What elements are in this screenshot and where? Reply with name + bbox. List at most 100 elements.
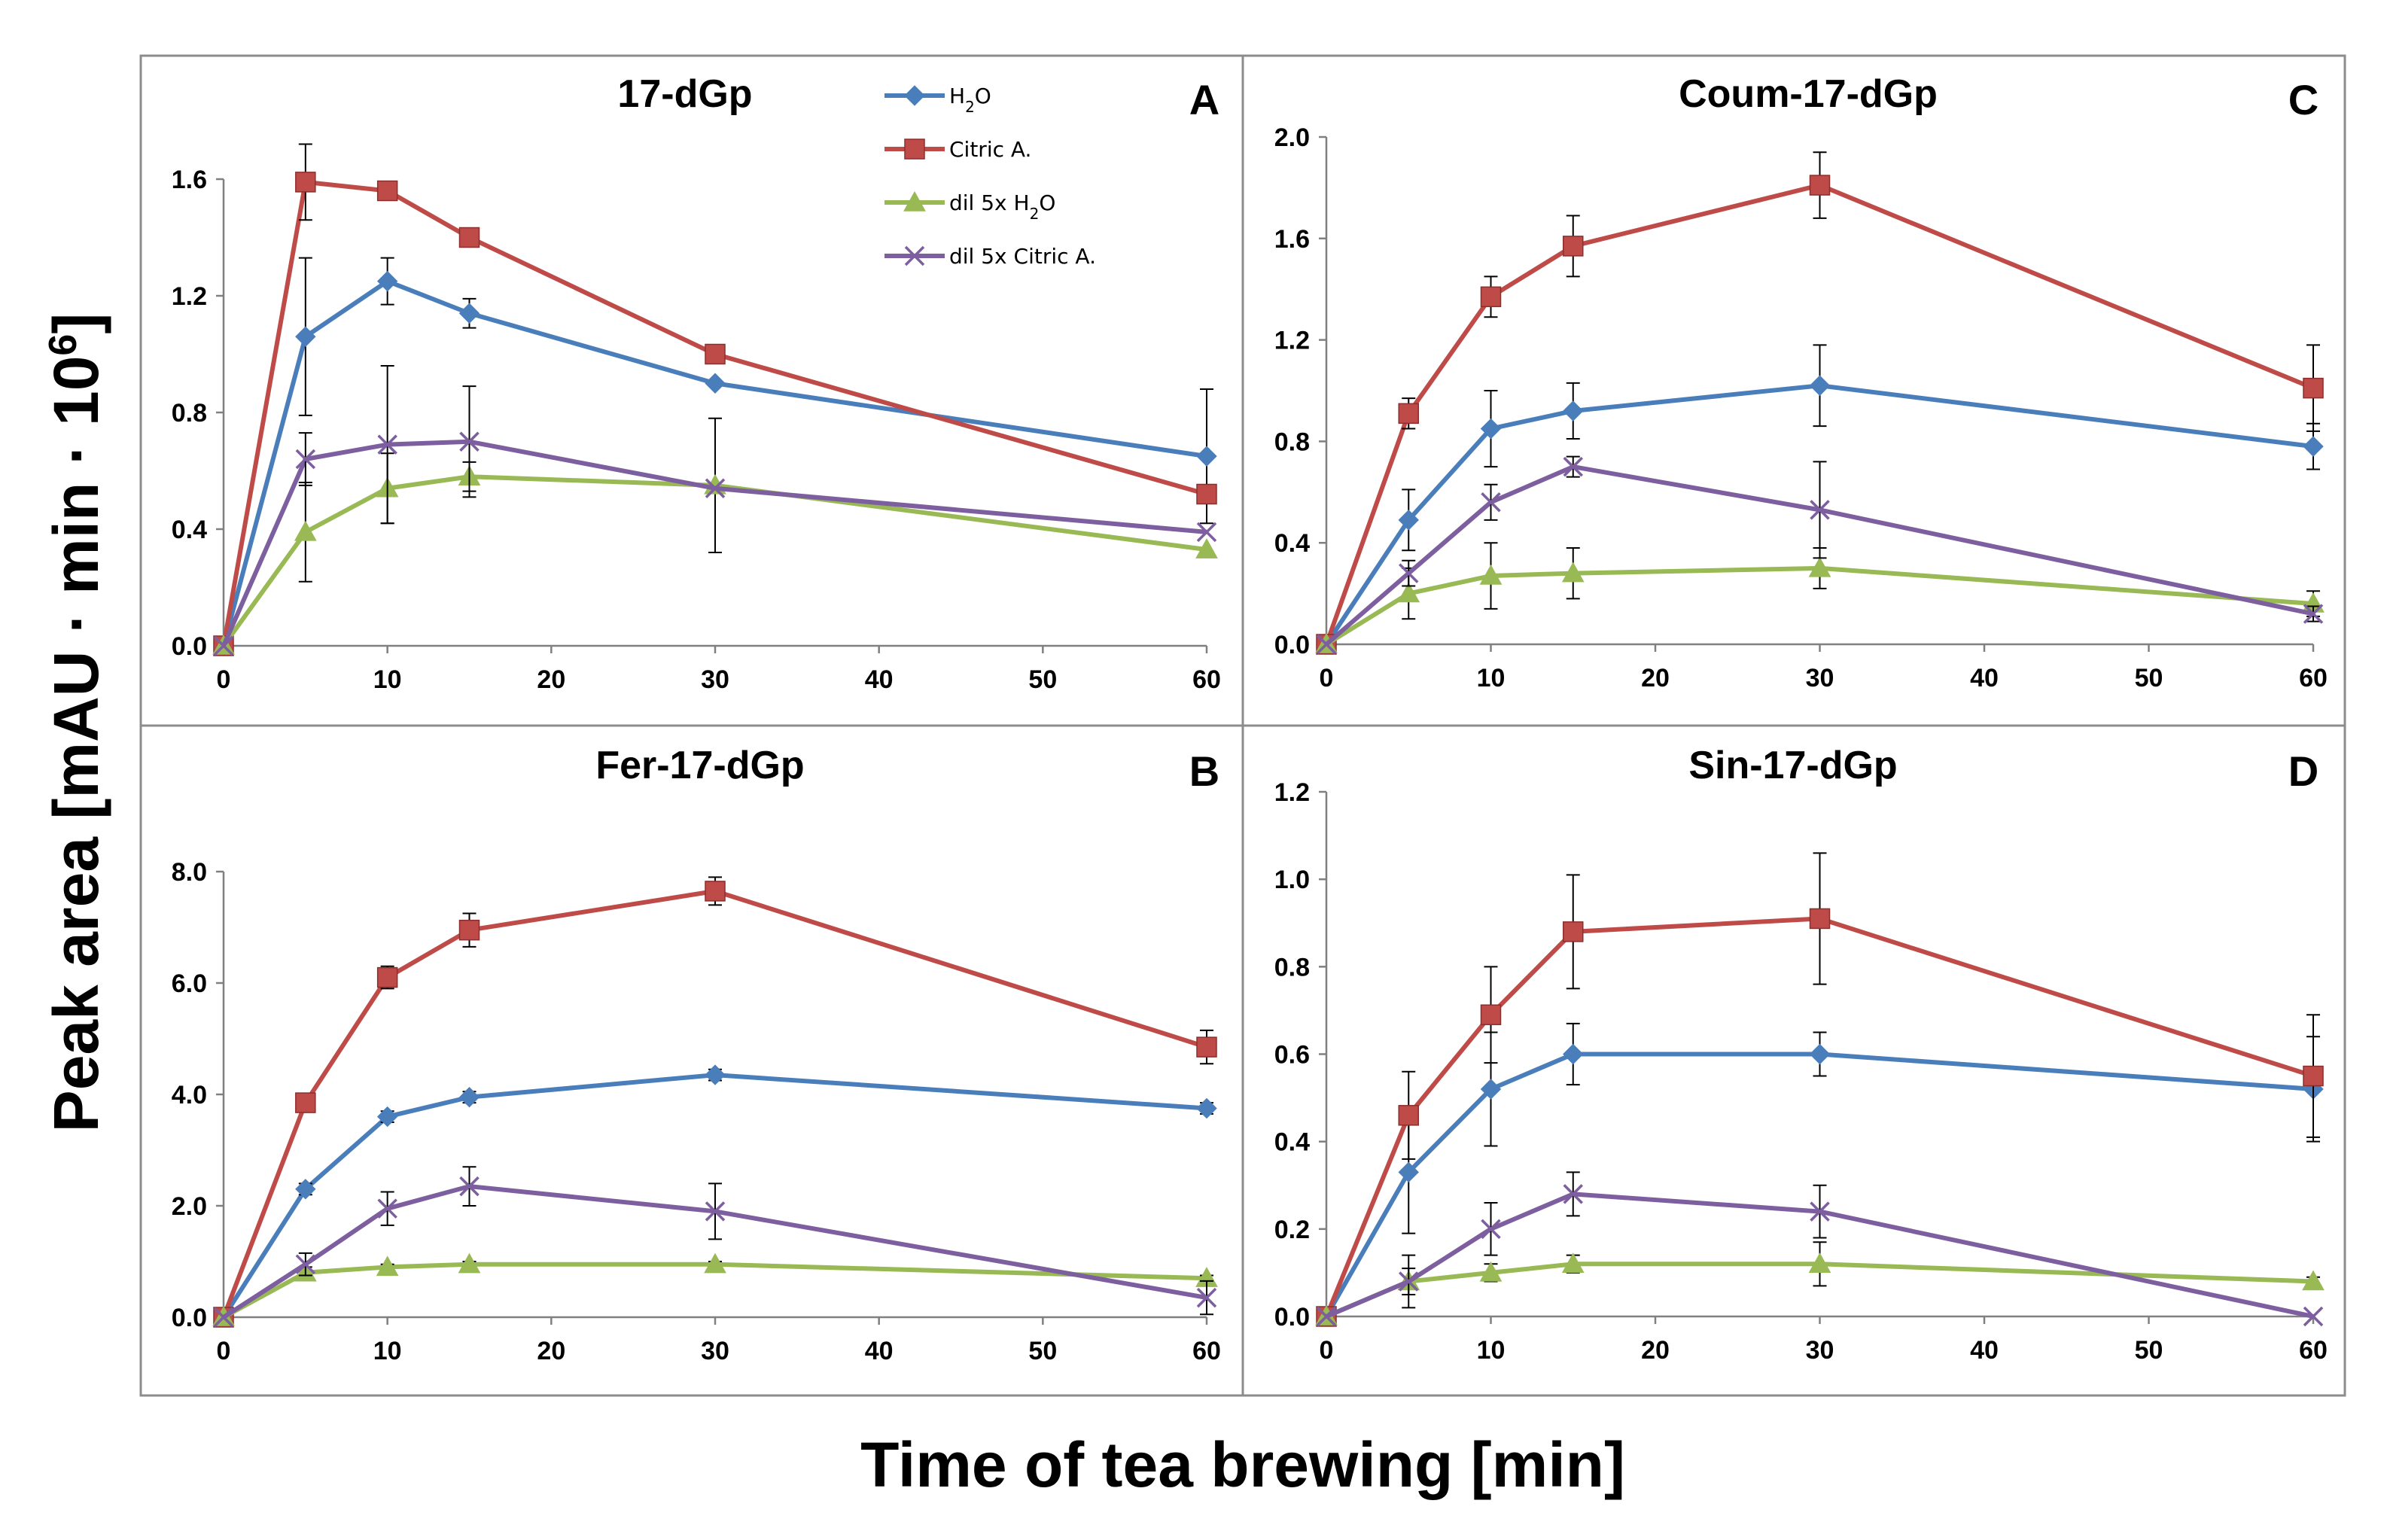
panel-a-x-tick-label: 60 (1192, 665, 1221, 694)
y-axis-title-exponent: 6 (41, 334, 85, 356)
panel-d-series-0-point (1809, 1043, 1831, 1065)
panel-c-series-1-point (1480, 286, 1502, 308)
panel-b-series-3-point (459, 1176, 480, 1197)
panel-b-x-tick-label: 40 (865, 1337, 894, 1365)
panel-b-series-3-point-stroke-b (213, 1307, 234, 1328)
panel-a-x-tick-label: 0 (217, 665, 231, 694)
y-axis-title-close: ] (41, 313, 111, 334)
panel-b-series-2-point (458, 1252, 481, 1274)
panel-a-series-3-point-stroke-b (1196, 522, 1217, 543)
panel-c-series-0-point (1398, 510, 1419, 531)
panel-b-series-3-point-stroke-b (459, 1176, 480, 1197)
panel-a-series-3-point-stroke-b (295, 449, 316, 470)
panel-a-series-0-point (376, 270, 398, 292)
panel-b-series-0-point (295, 1179, 316, 1200)
panel-d-series-1 (1316, 852, 2324, 1327)
panel-c-series-1-line (1324, 183, 2315, 646)
panel-d-series-3-point (1399, 1271, 1419, 1292)
panel-d-y-tick-label: 0.2 (1274, 1216, 1310, 1244)
panel-b-x-tick-label: 60 (1192, 1337, 1221, 1365)
panel-b-series-0-point (458, 1086, 480, 1108)
panel-b-series-3-line (222, 1184, 1207, 1319)
panel-b-series-1-point (458, 919, 480, 941)
legend-marker-icon-stroke-b (904, 245, 925, 266)
panel-b-letter: B (1189, 747, 1219, 795)
panel-b-series-1-line (221, 888, 1207, 1319)
panel-c-y-tick-label: 1.6 (1274, 225, 1310, 254)
panel-b-y-tick-label: 2.0 (172, 1192, 207, 1221)
panel-d-series-3-point-stroke-b (2303, 1306, 2324, 1327)
panel-b-x-tick-label: 0 (217, 1337, 231, 1365)
panel-c-title: Coum-17-dGp (1679, 72, 1938, 116)
panel-c-series-0-point (1563, 400, 1584, 422)
panel-a-y-tick-label: 1.6 (172, 166, 207, 194)
panel-c-series-2-point (1397, 582, 1420, 603)
legend-marker-icon (903, 190, 926, 212)
panel-c-series-2-point (1808, 556, 1831, 577)
panel-c-series-1-point (2303, 377, 2324, 399)
panel-d-y-tick-label: 0.4 (1274, 1128, 1310, 1157)
panel-a-series-3-point (213, 635, 234, 656)
panel-c-series-3-line (1325, 464, 2314, 647)
panel-c-series-3-point-stroke-b (1481, 492, 1501, 513)
panel-d-title: Sin-17-dGp (1688, 744, 1897, 787)
panel-c-series-0-point (1480, 418, 1502, 440)
panel-c-series-0-line (1324, 383, 2314, 646)
panel-c-series-2 (1315, 542, 2325, 653)
panel-b-series-1-point (705, 881, 726, 902)
legend-label-subscript: 2 (965, 98, 975, 116)
panel-d-series-2-point (1561, 1252, 1585, 1273)
legend-label: dil 5x H2O (949, 190, 1055, 223)
panel-d-series-0-point (1480, 1079, 1502, 1100)
y-axis-title: Peak area [mAU · min · 106] (41, 313, 111, 1133)
panel-b-series-1-point (295, 1092, 316, 1113)
panel-d-x-tick-label: 50 (2135, 1336, 2163, 1365)
panel-a-series-2-point (1195, 538, 1218, 558)
panel-c-x-tick-label: 30 (1806, 664, 1834, 692)
panel-d-series-2-point (2302, 1270, 2325, 1291)
panel-b-series-3-point-stroke-b (295, 1254, 316, 1274)
panel-a-y-tick-label: 0.0 (172, 632, 207, 661)
panel-a-x-tick-label: 30 (701, 665, 729, 694)
panel-c-series-0-point (2303, 436, 2324, 457)
panel-b-series-3 (213, 1166, 1217, 1328)
panel-b-series-2-point (376, 1255, 399, 1277)
panel-a-series-1-point (705, 343, 726, 365)
panel-a-series-2-point (294, 520, 317, 541)
legend-label-main: Citric A. (949, 137, 1031, 162)
panel-b-series-3-point (213, 1307, 234, 1328)
panel-d-series-1-point (1563, 921, 1584, 942)
legend-marker-icon (904, 138, 925, 160)
panel-a-y-tick-label: 0.4 (172, 516, 207, 544)
panel-a-series-3-point (377, 434, 397, 455)
panel-a-series-0-line (221, 278, 1207, 647)
panel-b-series-2 (212, 1252, 1218, 1326)
panel-c-series-1-point (1809, 175, 1831, 196)
panel-a-series-3-point-stroke-b (377, 434, 397, 455)
panel-c-series-3-point (1399, 563, 1419, 583)
legend-label-suffix: O (1039, 190, 1055, 215)
legend-item: H2O (884, 84, 991, 116)
panel-a-series-3-point (705, 478, 726, 498)
panel-c-series-3-point (1316, 634, 1337, 655)
panel-c-series-2-point (1561, 562, 1585, 583)
panel-b-series-1 (213, 876, 1217, 1328)
panel-a-series-1-line (221, 179, 1207, 647)
panel-c-y-tick-label: 0.0 (1274, 631, 1310, 659)
panel-a-title: 17-dGp (617, 72, 752, 116)
panel-a-series-3-point (1196, 522, 1217, 543)
panel-d-series-3-point-stroke-b (1810, 1201, 1830, 1222)
panel-b-series-1-point (1196, 1036, 1217, 1058)
panel-d-series-1-point (1809, 908, 1831, 930)
panel-c-x-tick-label: 10 (1477, 664, 1506, 692)
panel-b-series-3-point-stroke-b (377, 1198, 397, 1219)
panel-a-series-1-point (1196, 483, 1217, 505)
panel-c-series-0-point (1809, 375, 1831, 396)
legend-label-subscript: 2 (1030, 205, 1040, 223)
panel-c-letter: C (2288, 76, 2319, 123)
legend-label-main: dil 5x Citric A. (949, 244, 1096, 269)
panel-c-y-tick-label: 0.4 (1274, 529, 1310, 558)
panel-b-y-tick-label: 4.0 (172, 1081, 207, 1109)
panel-a-y-tick-label: 1.2 (172, 282, 207, 311)
legend-item: Citric A. (884, 137, 1031, 162)
